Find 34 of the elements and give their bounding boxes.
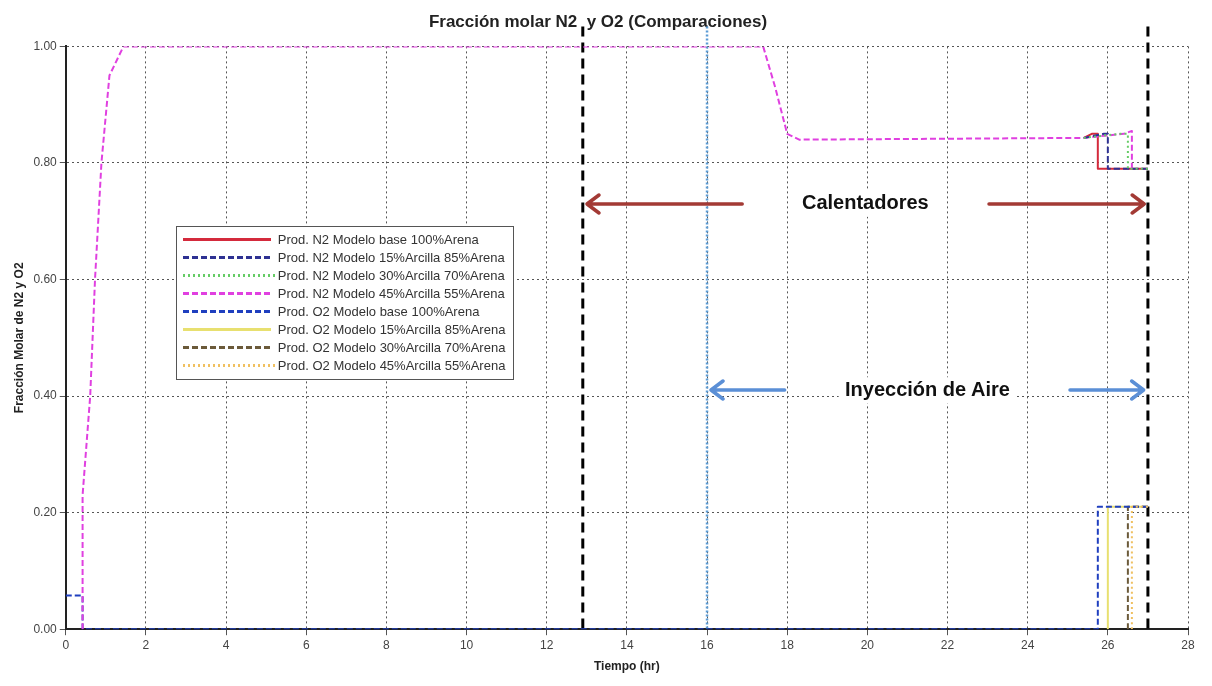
y-tick-label: 0.00 [33, 621, 58, 636]
annotation: Calentadores [802, 191, 929, 214]
legend-label: Prod. O2 Modelo 45%Arcilla 55%Arena [277, 356, 506, 375]
x-tick-label: 4 [222, 637, 230, 652]
x-tick-label: 2 [142, 637, 150, 652]
legend-label: Prod. N2 Modelo base 100%Arena [277, 230, 479, 249]
x-tick-label: 6 [302, 637, 310, 652]
legend-label: Prod. N2 Modelo 30%Arcilla 70%Arena [277, 266, 505, 285]
x-tick-label: 26 [1101, 637, 1115, 652]
x-tick-label: 16 [700, 637, 715, 652]
x-tick-label: 18 [780, 637, 795, 652]
x-tick-label: 0 [62, 637, 70, 652]
x-tick-label: 10 [459, 637, 474, 652]
x-tick-label: 20 [860, 637, 875, 652]
legend-label: Prod. N2 Modelo 15%Arcilla 85%Arena [277, 248, 505, 267]
x-tick-label: 28 [1181, 637, 1195, 652]
y-tick-label: 1.00 [33, 38, 58, 53]
y-tick-label: 0.60 [33, 271, 58, 286]
chart-title: Fracción molar N2 y O2 (Comparaciones) [428, 11, 768, 31]
y-tick-label: 0.40 [33, 388, 58, 403]
annotation: Inyección de Aire [845, 377, 1010, 400]
legend-label: Prod. N2 Modelo 45%Arcilla 55%Arena [277, 284, 505, 303]
y-tick-label: 0.20 [33, 504, 58, 519]
x-tick-label: 14 [620, 637, 634, 652]
x-tick-label: 8 [383, 637, 391, 652]
y-tick-label: 0.80 [33, 155, 58, 170]
x-tick-label: 12 [540, 637, 554, 652]
legend-label: Prod. O2 Modelo base 100%Arena [277, 302, 480, 321]
legend-label: Prod. O2 Modelo 30%Arcilla 70%Arena [277, 338, 506, 357]
y-axis-title: Fracción Molar de N2 y O2 [11, 262, 26, 414]
x-axis-title: Tiempo (hr) [593, 659, 660, 674]
x-tick-label: 24 [1021, 637, 1035, 652]
x-tick-label: 22 [940, 637, 955, 652]
legend-label: Prod. O2 Modelo 15%Arcilla 85%Arena [277, 320, 506, 339]
